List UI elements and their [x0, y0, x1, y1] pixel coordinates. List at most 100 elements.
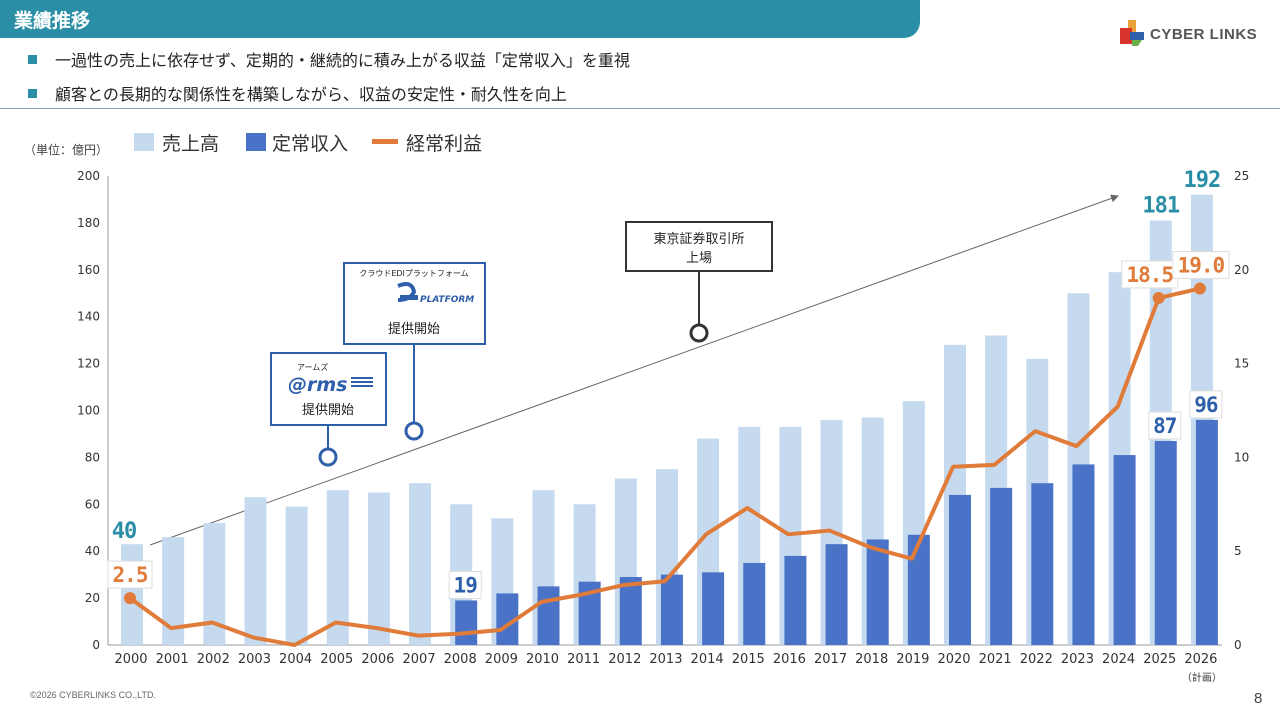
- callout-small-label: アームズ: [297, 362, 328, 372]
- x-tick-label: 2026: [1184, 652, 1217, 667]
- y-left-tick-label: 120: [77, 357, 100, 371]
- callout-marker-icon: [404, 421, 424, 441]
- x-tick-label: 2006: [361, 652, 394, 667]
- x-tick-label: 2018: [855, 652, 888, 667]
- recurring-bar: [578, 581, 601, 645]
- data-label: 40: [112, 519, 137, 544]
- callout-box: [270, 352, 387, 426]
- x-tick-label: 2022: [1020, 652, 1053, 667]
- y-left-tick-label: 80: [85, 450, 100, 464]
- y-left-tick-label: 200: [77, 169, 100, 183]
- recurring-bar: [1072, 464, 1095, 645]
- legend-swatch-sales: [134, 133, 154, 151]
- profit-line: [128, 286, 1201, 647]
- recurring-bar: [743, 562, 766, 645]
- recurring-bar: [907, 534, 930, 645]
- recurring-bar: [1154, 440, 1177, 645]
- y-right-tick-label: 20: [1234, 263, 1249, 277]
- x-tick-label: 2010: [526, 652, 559, 667]
- y-left-tick-label: 160: [77, 263, 100, 277]
- profit-point: [1152, 291, 1165, 304]
- recurring-bar: [1195, 419, 1218, 645]
- y-left-tick-label: 100: [77, 404, 100, 418]
- x-tick-label: 2002: [197, 652, 230, 667]
- legend-swatch-profit: [372, 139, 398, 144]
- callout-marker-icon: [689, 323, 709, 343]
- x-tick-label: 2003: [238, 652, 271, 667]
- x-tick-label: 2004: [279, 652, 312, 667]
- page-title: 業績推移: [14, 10, 91, 32]
- data-label: 192: [1184, 168, 1221, 193]
- x-tick-label: 2021: [979, 652, 1012, 667]
- recurring-bar: [702, 572, 725, 645]
- legend-label-recurring: 定常収入: [272, 133, 348, 155]
- performance-chart: （単位：億円） 売上高 定常収入 経常利益 020406080100120140…: [24, 133, 1249, 684]
- x-tick-label: 2012: [608, 652, 641, 667]
- x-tick-label: 2007: [403, 652, 436, 667]
- arms-logo-stripes-icon: [351, 377, 373, 387]
- sales-bar: [244, 497, 267, 645]
- recurring-bar: [1113, 455, 1136, 645]
- recurring-bar: [990, 487, 1013, 645]
- bullet-text: 顧客との長期的な関係性を構築しながら、収益の安定性・耐久性を向上: [55, 85, 567, 104]
- recurring-bar: [660, 574, 683, 645]
- recurring-bar: [784, 555, 807, 645]
- y-left-tick-label: 20: [85, 591, 100, 605]
- x-axis-labels: 2000 2001 2002 2003 2004 2005 2006 2007 2008 2009…: [114, 652, 1221, 684]
- y-right-tick-label: 10: [1234, 450, 1249, 464]
- callout-line1: 東京証券取引所: [653, 231, 744, 247]
- callout-box: [343, 262, 486, 345]
- recurring-bar: [949, 494, 971, 645]
- x-tick-label: 2020: [937, 652, 970, 667]
- x-tick-label: 2014: [691, 652, 724, 667]
- legend-label-sales: 売上高: [162, 133, 219, 155]
- x-tick-label: 2025: [1143, 652, 1176, 667]
- recurring-bar: [619, 576, 642, 645]
- x-tick-label: 2000: [114, 652, 147, 667]
- data-label: 96: [1194, 393, 1218, 417]
- y-left-tick-label: 140: [77, 310, 100, 324]
- sales-bar: [203, 523, 226, 645]
- recurring-bar: [825, 544, 848, 645]
- right-axis: 0 5 10 15 20 25: [1234, 169, 1249, 652]
- recurring-bar: [496, 593, 519, 645]
- header-divider: [0, 108, 1280, 109]
- data-label-box: [107, 560, 153, 589]
- data-label-box: [448, 570, 482, 599]
- recurring-bar: [537, 586, 560, 645]
- y-left-tick-label: 0: [92, 638, 100, 652]
- sales-bar: [367, 492, 390, 645]
- x-tick-label: 2011: [567, 652, 600, 667]
- sales-bar: [326, 490, 349, 645]
- x-tick-note: （計画）: [1182, 671, 1222, 684]
- sales-bar: [162, 537, 185, 645]
- callout-edi-platform: クラウドEDIプラットフォーム PLATFORM 提供開始: [343, 262, 486, 441]
- x-tick-label: 2019: [896, 652, 929, 667]
- logo-text: CYBER LINKS: [1150, 26, 1258, 43]
- edi-logo-text: PLATFORM: [420, 295, 474, 305]
- recurring-bar: [455, 600, 478, 645]
- x-tick-label: 2005: [320, 652, 353, 667]
- data-label-box: [1148, 411, 1182, 440]
- growth-trend-arrow: [149, 194, 1119, 546]
- recurring-bar: [1031, 483, 1054, 645]
- company-logo: CYBER LINKS: [1118, 18, 1268, 52]
- y-left-tick-label: 40: [85, 544, 100, 558]
- x-tick-label: 2013: [649, 652, 682, 667]
- header-bar: 業績推移: [0, 0, 920, 38]
- callout-line2: 上場: [686, 251, 712, 266]
- x-tick-label: 2015: [732, 652, 765, 667]
- sales-bar: [409, 483, 432, 645]
- footer-copyright: ©2026 CYBERLINKS CO.,LTD.: [30, 690, 157, 700]
- cyberlinks-logo-icon: [1120, 20, 1144, 46]
- y-right-tick-label: 5: [1234, 544, 1242, 558]
- data-label: 18.5: [1126, 263, 1173, 287]
- data-label: 181: [1142, 194, 1179, 219]
- data-label: 87: [1153, 414, 1177, 438]
- data-label: 19.0: [1178, 254, 1225, 278]
- profit-point: [1193, 282, 1206, 295]
- y-right-tick-label: 15: [1234, 357, 1249, 371]
- legend: 売上高 定常収入 経常利益: [134, 133, 482, 155]
- data-label-box: [1172, 251, 1230, 280]
- x-tick-label: 2017: [814, 652, 847, 667]
